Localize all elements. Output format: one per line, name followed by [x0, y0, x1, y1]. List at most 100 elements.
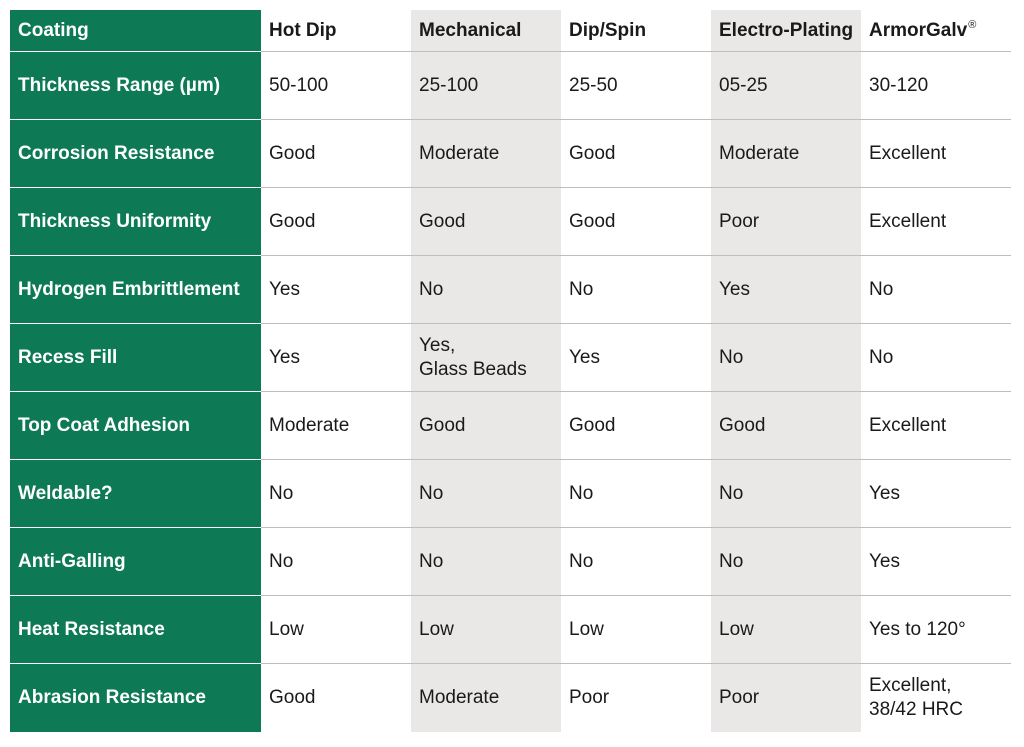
row-label: Top Coat Adhesion	[10, 392, 261, 460]
data-cell: Moderate	[411, 120, 561, 188]
data-cell: Good	[261, 188, 411, 256]
data-cell: Excellent	[861, 120, 1011, 188]
cell-text: Excellent	[869, 414, 947, 436]
data-cell: No	[561, 256, 711, 324]
data-cell: 05-25	[711, 52, 861, 120]
data-cell: No	[261, 528, 411, 596]
data-cell: Excellent	[861, 392, 1011, 460]
data-cell: Good	[561, 120, 711, 188]
header-cell: Hot Dip	[261, 10, 411, 52]
row-label-text: Abrasion Resistance	[18, 687, 206, 708]
data-cell: Low	[411, 596, 561, 664]
cell-text: Yes	[269, 346, 300, 368]
data-cell: Low	[261, 596, 411, 664]
cell-text: No	[569, 550, 594, 572]
cell-text: 25-100	[419, 74, 479, 96]
cell-text: Excellent	[869, 210, 947, 232]
cell-text: Low	[569, 618, 604, 640]
row-label: Hydrogen Embrittlement	[10, 256, 261, 324]
row-label-text: Anti-Galling	[18, 550, 126, 572]
data-cell: Good	[261, 664, 411, 732]
row-label-text: Heat Resistance	[18, 618, 165, 640]
header-cell: ArmorGalv ®	[861, 10, 1011, 52]
data-cell: Poor	[711, 188, 861, 256]
data-cell: Excellent, 38/42 HRC	[861, 664, 1011, 732]
data-cell: Low	[561, 596, 711, 664]
cell-text: No	[569, 278, 594, 300]
data-cell: No	[561, 528, 711, 596]
row-label: Recess Fill	[10, 324, 261, 392]
row-label: Anti-Galling	[10, 528, 261, 596]
data-cell: Yes	[711, 256, 861, 324]
row-label: Thickness Range (µm)	[10, 52, 261, 120]
data-cell: No	[261, 460, 411, 528]
cell-text: 25-50	[569, 74, 618, 96]
cell-text: Excellent	[869, 142, 947, 164]
row-label: Corrosion Resistance	[10, 120, 261, 188]
cell-text: Good	[419, 414, 466, 436]
header-text: ArmorGalv	[869, 19, 968, 41]
data-cell: Poor	[711, 664, 861, 732]
data-cell: Good	[411, 392, 561, 460]
data-cell: Low	[711, 596, 861, 664]
cell-text: Good	[569, 414, 616, 436]
header-text: Hot Dip	[269, 19, 337, 41]
cell-text: Good	[269, 142, 316, 164]
row-label-text: Top Coat Adhesion	[18, 414, 191, 436]
row-label-text: Hydrogen Embrittlement	[18, 278, 240, 300]
cell-text: Poor	[719, 210, 760, 232]
header-text: Dip/Spin	[569, 19, 647, 41]
data-cell: No	[711, 528, 861, 596]
cell-text: 05-25	[719, 74, 768, 96]
cell-text: No	[419, 278, 444, 300]
row-label-text: Corrosion Resistance	[18, 142, 215, 164]
cell-text: Good	[569, 210, 616, 232]
cell-text: Good	[719, 414, 766, 436]
cell-text: Low	[269, 618, 304, 640]
data-cell: Yes, Glass Beads	[411, 324, 561, 392]
cell-text: Poor	[569, 687, 610, 708]
cell-text: No	[719, 482, 744, 504]
data-cell: Yes to 120°	[861, 596, 1011, 664]
data-cell: No	[861, 256, 1011, 324]
cell-text: Moderate	[419, 687, 500, 708]
data-cell: Good	[711, 392, 861, 460]
cell-text: No	[569, 482, 594, 504]
cell-text: No	[269, 482, 294, 504]
cell-text: Yes, Glass Beads	[419, 334, 527, 380]
data-cell: Good	[411, 188, 561, 256]
data-cell: No	[861, 324, 1011, 392]
data-cell: Good	[261, 120, 411, 188]
data-cell: No	[411, 256, 561, 324]
cell-text: Moderate	[269, 414, 350, 436]
cell-text: Yes	[869, 482, 900, 504]
row-label: Weldable?	[10, 460, 261, 528]
data-cell: Yes	[861, 460, 1011, 528]
data-cell: 50-100	[261, 52, 411, 120]
cell-text: No	[719, 346, 744, 368]
cell-text: Moderate	[419, 142, 500, 164]
data-cell: 25-50	[561, 52, 711, 120]
data-cell: Yes	[261, 256, 411, 324]
data-cell: Excellent	[861, 188, 1011, 256]
cell-text: Yes	[719, 278, 750, 300]
data-cell: Moderate	[711, 120, 861, 188]
cell-text: 50-100	[269, 74, 329, 96]
cell-text: Low	[419, 618, 454, 640]
cell-text: Yes to 120°	[869, 618, 966, 640]
data-cell: Yes	[861, 528, 1011, 596]
data-cell: Good	[561, 188, 711, 256]
data-cell: Moderate	[411, 664, 561, 732]
row-label-text: Recess Fill	[18, 346, 118, 368]
data-cell: Yes	[561, 324, 711, 392]
data-cell: No	[411, 460, 561, 528]
cell-text: No	[419, 550, 444, 572]
cell-text: Excellent, 38/42 HRC	[869, 675, 963, 720]
cell-text: 30-120	[869, 74, 929, 96]
data-cell: No	[711, 460, 861, 528]
cell-text: Yes	[569, 346, 600, 368]
cell-text: Low	[719, 618, 754, 640]
row-label: Abrasion Resistance	[10, 664, 261, 732]
cell-text: Good	[569, 142, 616, 164]
